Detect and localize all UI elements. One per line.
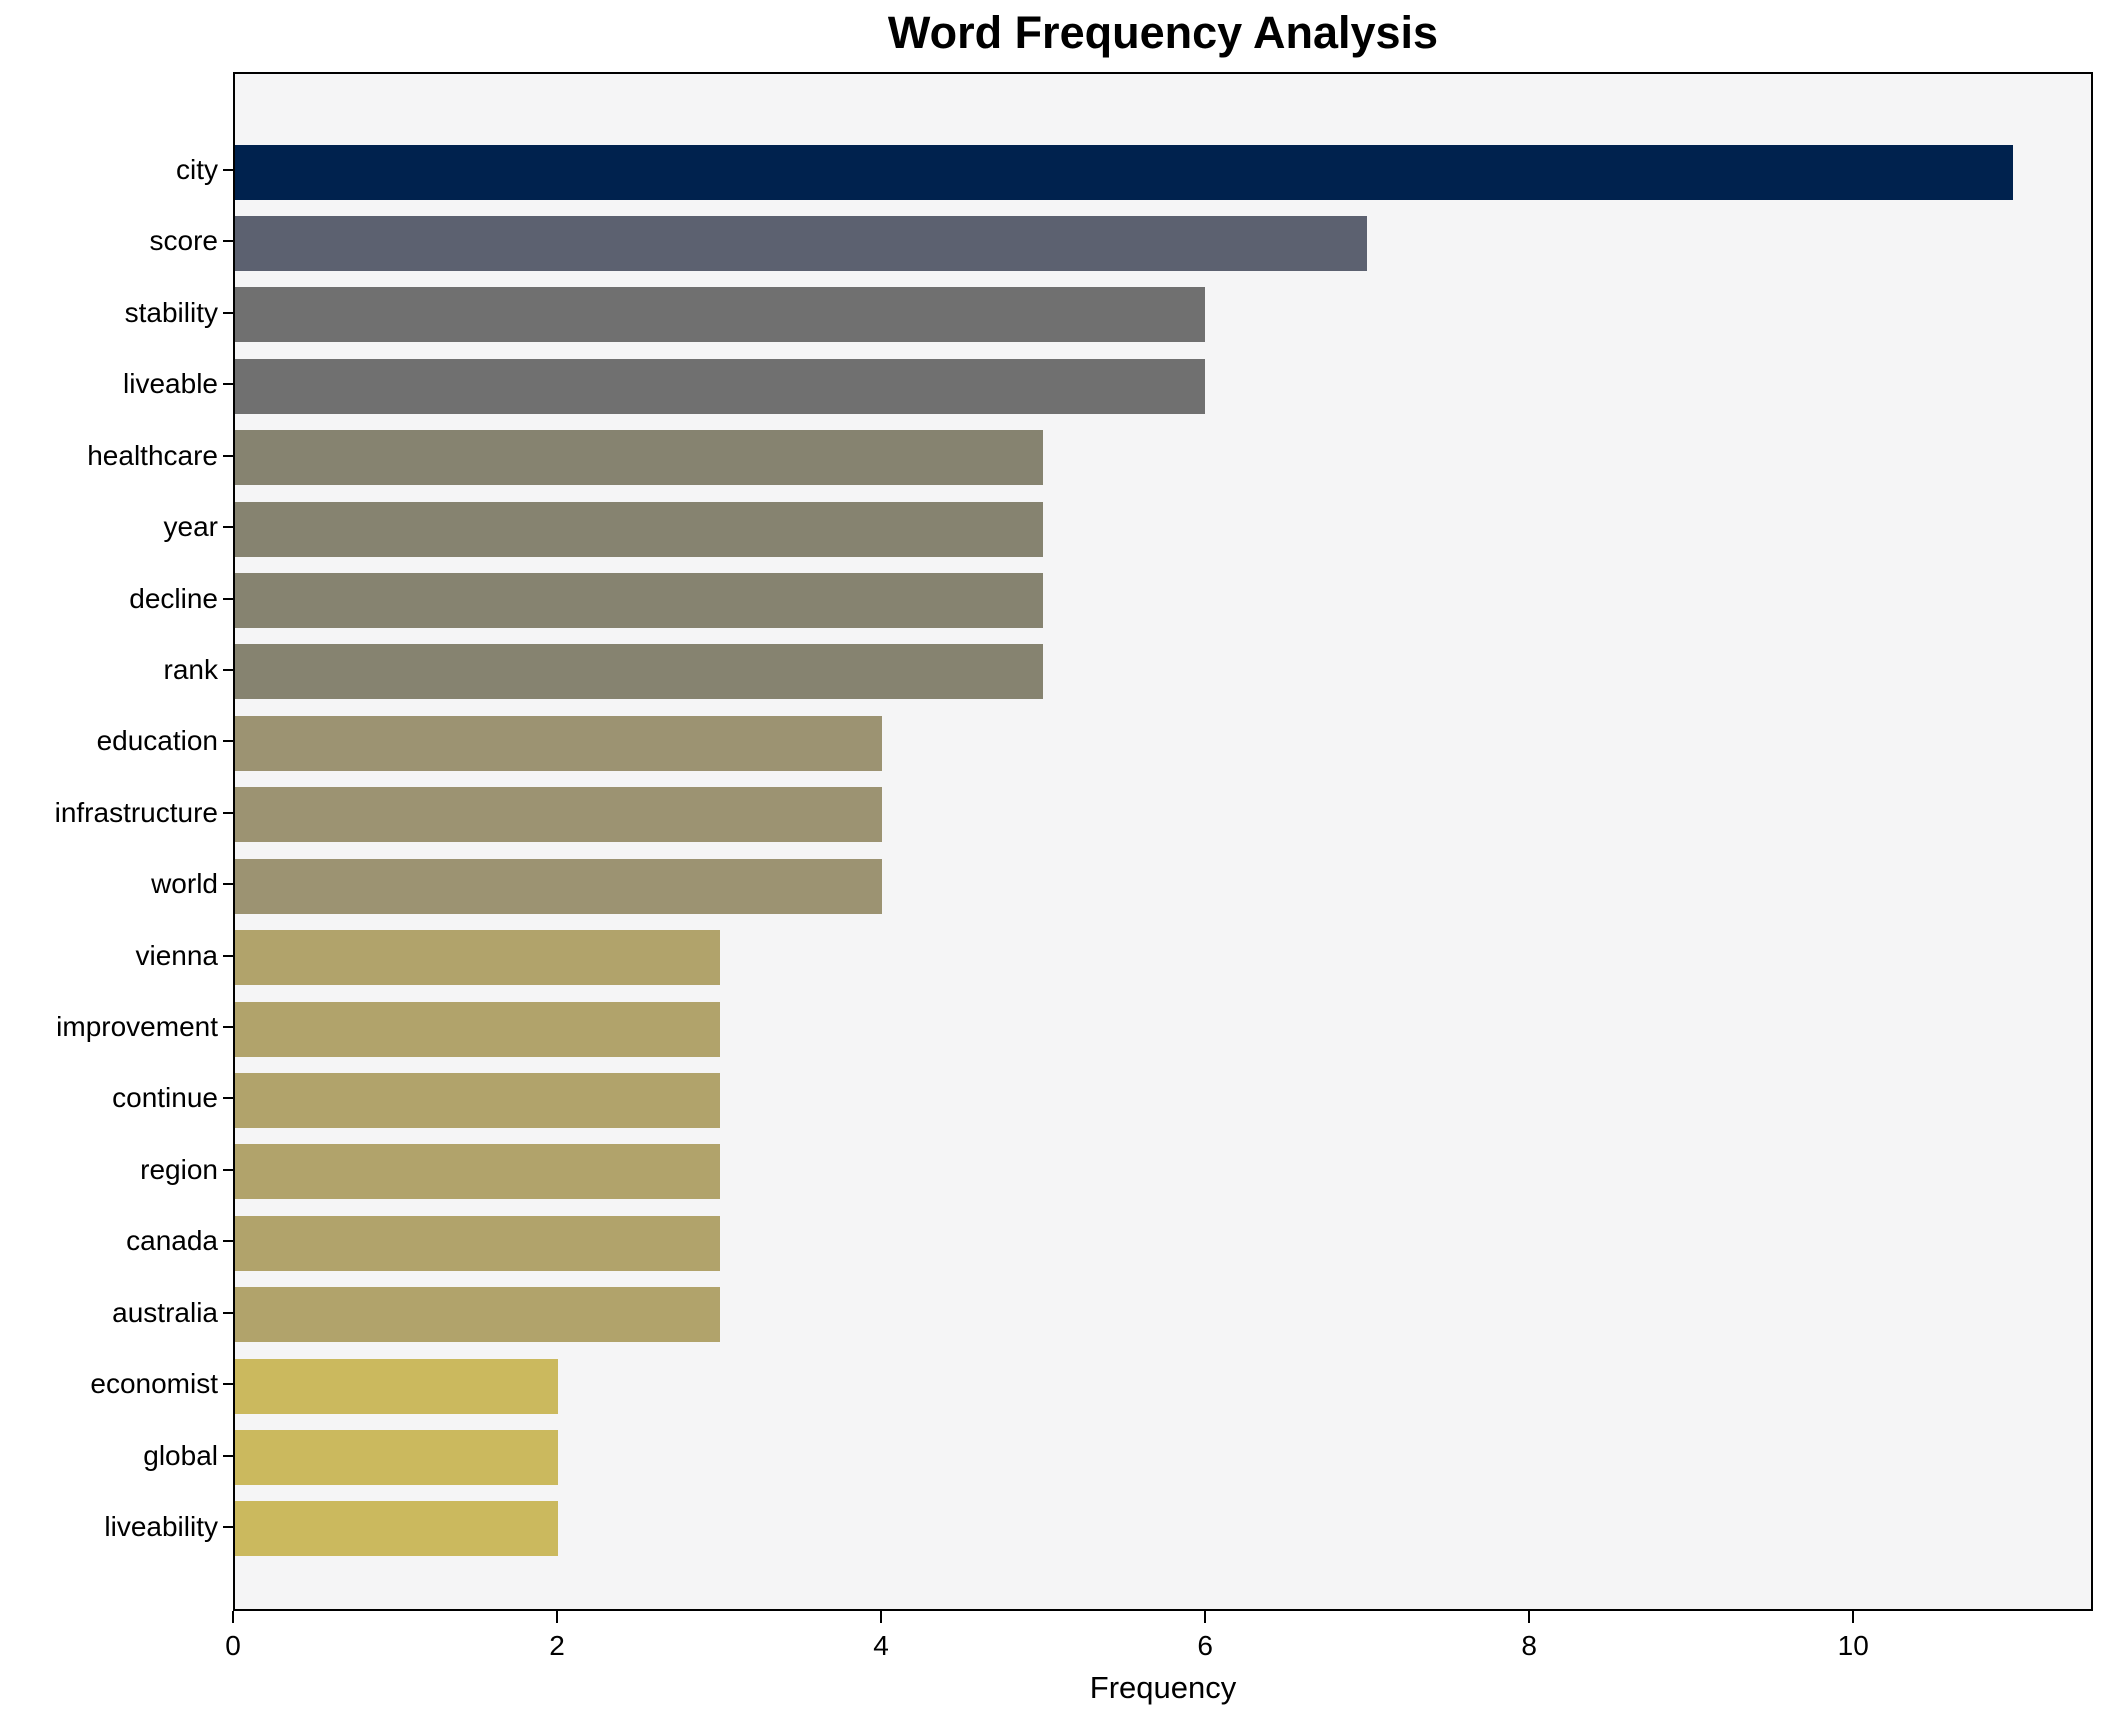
y-tick-mark — [223, 668, 233, 671]
y-tick-label-continue: continue — [112, 1082, 218, 1114]
bar-world — [235, 858, 882, 914]
x-tick-mark — [1852, 1611, 1855, 1623]
bar-economist — [235, 1358, 559, 1414]
bar-liveable — [235, 358, 1206, 414]
y-tick-mark — [223, 1525, 233, 1528]
bar-continue — [235, 1072, 721, 1128]
y-tick-label-rank: rank — [163, 653, 218, 685]
bar-region — [235, 1144, 721, 1200]
bar-stability — [235, 287, 1206, 343]
y-tick-mark — [223, 1026, 233, 1029]
bar-improvement — [235, 1001, 721, 1057]
y-tick-label-city: city — [176, 154, 218, 185]
x-tick-label-4: 4 — [873, 1630, 889, 1661]
y-tick-mark — [223, 240, 233, 243]
x-tick-mark — [1528, 1611, 1531, 1623]
x-tick-mark — [1204, 1611, 1207, 1623]
y-tick-label-decline: decline — [129, 582, 218, 614]
x-tick-label-0: 0 — [225, 1630, 241, 1661]
y-tick-mark — [223, 311, 233, 314]
x-tick-mark — [556, 1611, 559, 1623]
x-tick-mark — [232, 1611, 234, 1623]
y-tick-mark — [223, 526, 233, 529]
y-tick-label-australia: australia — [112, 1296, 218, 1328]
bar-city — [235, 144, 2014, 200]
y-tick-label-improvement: improvement — [56, 1011, 218, 1043]
bar-decline — [235, 573, 1044, 629]
y-tick-mark — [223, 383, 233, 386]
y-tick-label-global: global — [143, 1439, 218, 1471]
y-tick-mark — [223, 954, 233, 957]
y-tick-label-year: year — [163, 511, 218, 543]
bar-australia — [235, 1287, 721, 1343]
x-tick-label-2: 2 — [549, 1630, 565, 1661]
y-tick-mark — [223, 1311, 233, 1314]
y-tick-label-world: world — [151, 868, 218, 900]
y-tick-label-liveability: liveability — [104, 1510, 218, 1542]
y-tick-label-stability: stability — [124, 296, 218, 328]
y-tick-label-region: region — [140, 1153, 218, 1185]
y-tick-mark — [223, 811, 233, 814]
x-tick-mark — [880, 1611, 883, 1623]
y-tick-mark — [223, 740, 233, 743]
x-tick-label-8: 8 — [1521, 1630, 1537, 1661]
plot-area — [233, 72, 2093, 1611]
bar-infrastructure — [235, 787, 882, 843]
bar-liveability — [235, 1501, 559, 1557]
x-tick-label-6: 6 — [1197, 1630, 1213, 1661]
bar-global — [235, 1430, 559, 1486]
bar-vienna — [235, 930, 721, 986]
bar-education — [235, 715, 882, 771]
bar-year — [235, 501, 1044, 557]
y-tick-mark — [223, 1383, 233, 1386]
y-tick-mark — [223, 1454, 233, 1457]
y-tick-label-education: education — [96, 725, 218, 757]
y-tick-label-healthcare: healthcare — [87, 439, 218, 471]
x-tick-label-10: 10 — [1837, 1630, 1869, 1661]
y-tick-mark — [223, 454, 233, 457]
y-tick-label-liveable: liveable — [123, 368, 218, 400]
y-tick-label-vienna: vienna — [135, 939, 218, 971]
y-tick-mark — [223, 883, 233, 886]
y-tick-label-score: score — [149, 225, 218, 257]
y-tick-label-canada: canada — [126, 1225, 218, 1257]
bar-score — [235, 215, 1367, 271]
y-tick-mark — [223, 597, 233, 600]
y-tick-mark — [223, 1168, 233, 1171]
y-tick-mark — [223, 169, 233, 171]
bar-rank — [235, 644, 1044, 700]
x-axis-label: Frequency — [1089, 1670, 1237, 1705]
y-tick-mark — [223, 1097, 233, 1100]
chart-title: Word Frequency Analysis — [887, 7, 1439, 58]
bar-canada — [235, 1215, 721, 1271]
bar-healthcare — [235, 430, 1044, 486]
y-tick-label-economist: economist — [90, 1368, 218, 1400]
y-tick-mark — [223, 1240, 233, 1243]
y-tick-label-infrastructure: infrastructure — [54, 796, 218, 828]
